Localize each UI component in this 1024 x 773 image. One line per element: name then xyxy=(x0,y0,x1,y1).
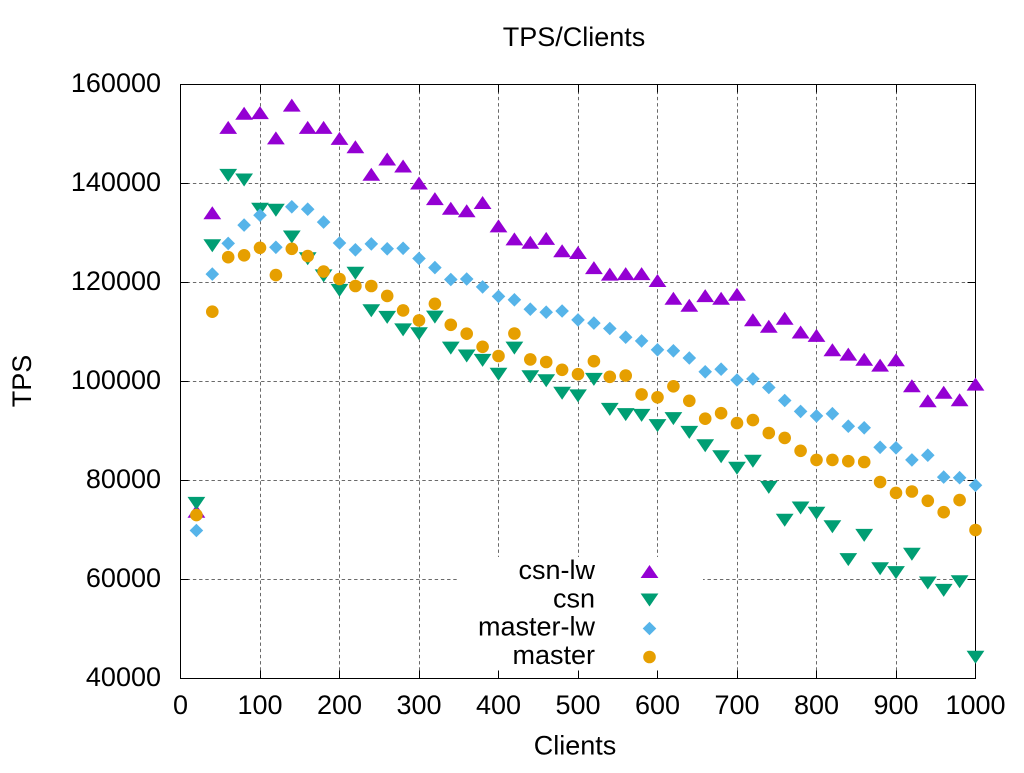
svg-text:TPS/Clients: TPS/Clients xyxy=(503,22,646,52)
svg-text:500: 500 xyxy=(555,690,600,720)
svg-text:100000: 100000 xyxy=(71,365,161,395)
svg-text:140000: 140000 xyxy=(71,167,161,197)
svg-text:80000: 80000 xyxy=(86,464,161,494)
svg-text:master: master xyxy=(512,640,595,670)
svg-text:900: 900 xyxy=(873,690,918,720)
svg-text:800: 800 xyxy=(794,690,839,720)
svg-text:Clients: Clients xyxy=(534,731,617,761)
svg-text:1000: 1000 xyxy=(945,690,1005,720)
svg-text:csn: csn xyxy=(553,584,595,614)
svg-text:40000: 40000 xyxy=(86,662,161,692)
svg-text:700: 700 xyxy=(714,690,759,720)
svg-text:TPS: TPS xyxy=(7,355,37,408)
svg-text:120000: 120000 xyxy=(71,266,161,296)
svg-text:160000: 160000 xyxy=(71,68,161,98)
svg-text:200: 200 xyxy=(317,690,362,720)
svg-text:csn-lw: csn-lw xyxy=(518,555,595,585)
svg-text:0: 0 xyxy=(173,690,188,720)
svg-text:600: 600 xyxy=(635,690,680,720)
svg-text:100: 100 xyxy=(237,690,282,720)
svg-text:300: 300 xyxy=(396,690,441,720)
svg-text:master-lw: master-lw xyxy=(478,612,596,642)
svg-text:400: 400 xyxy=(476,690,521,720)
svg-text:60000: 60000 xyxy=(86,563,161,593)
